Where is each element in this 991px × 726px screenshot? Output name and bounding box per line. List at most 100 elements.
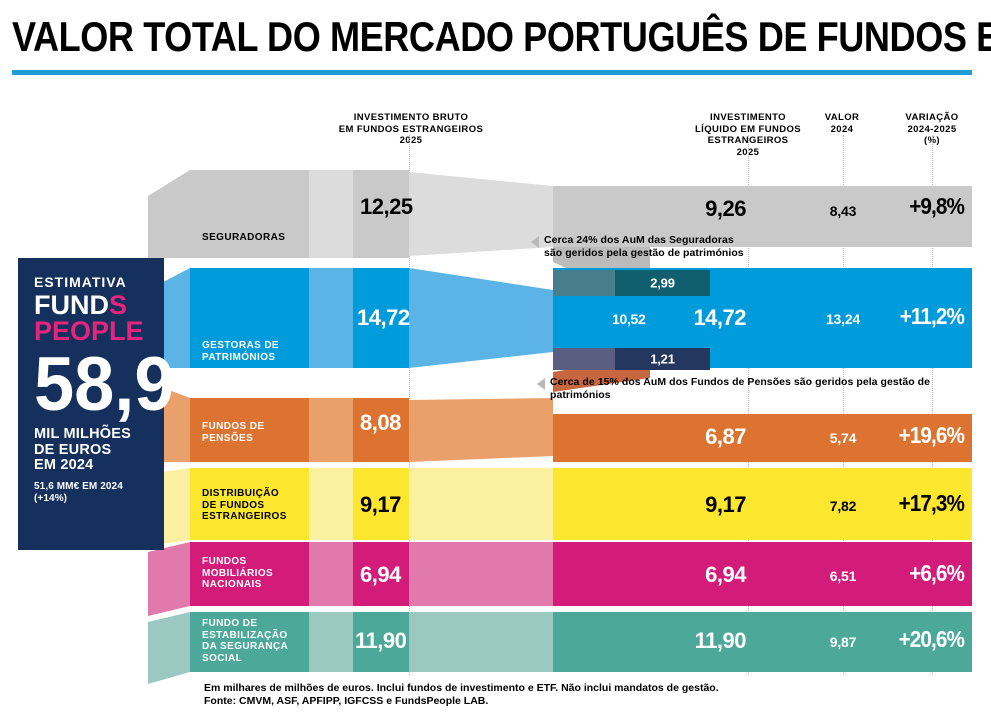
estimate-note-line: (+14%)	[34, 492, 68, 504]
estimate-unit: MIL MILHÕES DE EUROS EM 2024	[34, 426, 150, 474]
value-bruto-mobiliarios: 6,94	[360, 562, 401, 587]
column-header-investimento-liquido: INVESTIMENTO LÍQUIDO EM FUNDOS ESTRANGEI…	[678, 112, 818, 158]
bar-segment-value	[353, 268, 409, 368]
guide-line-variacao	[932, 135, 933, 675]
page-title-main: VALOR TOTAL DO MERCADO PORTUGUÊS DE FUND…	[12, 13, 991, 60]
row-label-line: FUNDOS	[202, 556, 247, 567]
guide-line-valor	[843, 135, 844, 675]
row-label-line: DA SEGURANÇA	[202, 641, 289, 652]
bar-segment-left	[190, 268, 309, 368]
bar-segment-gap	[309, 612, 353, 672]
value-liquido-pensoes: 6,87	[705, 424, 746, 449]
annotation-arrow-icon	[531, 236, 539, 248]
row-label-line: PENSÕES	[202, 432, 254, 444]
annotation-line: são geridos pela gestão de patrimónios	[544, 247, 744, 259]
table-row	[0, 398, 991, 462]
value-bruto-gestoras: 14,72	[357, 305, 410, 330]
footer-line: Fonte: CMVM, ASF, APFIPP, IGFCSS e Funds…	[204, 695, 489, 707]
estimate-kicker: ESTIMATIVA	[34, 274, 127, 290]
value-bruto-distribuicao: 9,17	[360, 492, 401, 517]
value-2024-gestoras: 13,24	[825, 311, 861, 327]
value-bruto-pensoes: 8,08	[360, 410, 401, 435]
brand-people: PEOPLE	[34, 316, 144, 346]
bar-segment-mid	[409, 468, 553, 540]
bar-segment-gap	[309, 398, 353, 462]
value-variacao-estabilizacao: +20,6%	[898, 626, 965, 652]
brand-funds-s: S	[109, 290, 128, 320]
guide-line-liquido	[748, 135, 749, 675]
value-liquido-mobiliarios: 6,94	[705, 562, 746, 587]
bar-segment-value	[353, 468, 409, 540]
column-header-line: 2025	[399, 135, 423, 146]
annotation-pensoes: Cerca de 15% dos AuM dos Fundos de Pensõ…	[537, 376, 970, 402]
row-label-distribuicao: DISTRIBUIÇÃO DE FUNDOS ESTRANGEIROS	[202, 488, 287, 523]
value-liquido-distribuicao: 9,17	[705, 492, 746, 517]
bar-segment-right	[553, 612, 972, 672]
row-label-line: SOCIAL	[202, 652, 243, 664]
row-label-line: PATRIMÓNIOS	[202, 351, 276, 363]
value-variacao-gestoras: +11,2%	[899, 303, 965, 329]
bar-segment-value	[353, 170, 409, 258]
estimate-unit-line: EM 2024	[34, 457, 94, 473]
subbar-taper	[553, 348, 615, 370]
page-title: VALOR TOTAL DO MERCADO PORTUGUÊS DE FUND…	[12, 14, 991, 62]
row-label-gestoras: GESTORAS DE PATRIMÓNIOS	[202, 340, 279, 363]
bar-segment-right	[553, 542, 972, 606]
annotation-line: Cerca de 15% dos AuM dos Fundos de Pensõ…	[550, 376, 930, 388]
column-header-line: 2024-2025	[907, 123, 957, 135]
table-row	[0, 468, 991, 540]
bar-segment-right	[553, 414, 972, 462]
footer-notes: Em milhares de milhões de euros. Inclui …	[204, 682, 904, 708]
bar-segment-left	[190, 542, 309, 606]
value-variacao-seguradoras: +9,8%	[909, 193, 965, 219]
subbar-value-mid: 10,52	[612, 311, 646, 327]
bar-segment-gap	[309, 268, 353, 368]
column-header-line: INVESTIMENTO	[710, 112, 786, 123]
subbar-body	[615, 348, 710, 370]
row-label-line: NACIONAIS	[202, 579, 262, 590]
bar-segment-left	[190, 398, 309, 462]
row-label-seguradoras: SEGURADORAS	[202, 232, 285, 244]
row-label-line: ESTRANGEIROS	[202, 511, 287, 522]
bar-segment-value	[353, 542, 409, 606]
subbar-value-teal: 2,99	[650, 275, 675, 291]
column-header-valor-2024: VALOR 2024	[796, 112, 888, 135]
row-label-line: DISTRIBUIÇÃO	[202, 488, 280, 499]
value-variacao-distribuicao: +17,3%	[898, 490, 965, 516]
brand-funds-text: FUND	[34, 290, 109, 320]
value-bruto-seguradoras: 12,25	[360, 194, 413, 219]
column-header-line: VALOR	[824, 112, 860, 123]
column-header-line: ESTRANGEIROS	[707, 135, 789, 146]
bar-segment-gap	[309, 170, 353, 258]
column-header-line: LÍQUIDO EM FUNDOS	[694, 123, 802, 135]
row-label-line: FUNDOS DE	[202, 421, 265, 432]
value-2024-distribuicao: 7,82	[829, 498, 857, 514]
table-row	[0, 542, 991, 606]
row-label-estabilizacao: FUNDO DE ESTABILIZAÇÃO DA SEGURANÇA SOCI…	[202, 618, 288, 664]
bar-segment-left	[190, 612, 309, 672]
bar-segment-gap	[309, 542, 353, 606]
bar-segment-mid	[409, 612, 553, 672]
annotation-arrow-icon	[537, 378, 545, 390]
subbar-taper	[553, 270, 615, 296]
row-label-line: GESTORAS DE	[202, 340, 280, 351]
annotation-seguradoras: Cerca 24% dos AuM das Seguradoras são ge…	[531, 234, 844, 260]
estimate-note-line: 51,6 MM€ EM 2024	[34, 480, 123, 492]
bar-segment-left	[190, 170, 309, 258]
subbar-pensoes-flow: 1,21	[553, 348, 710, 370]
estimate-note: 51,6 MM€ EM 2024 (+14%)	[34, 481, 150, 505]
table-row	[0, 268, 991, 368]
bar-segment-value	[353, 612, 409, 672]
column-header-line: VARIAÇÃO	[905, 112, 959, 123]
value-bruto-estabilizacao: 11,90	[355, 628, 407, 653]
row-label-line: DE FUNDOS	[202, 499, 265, 511]
value-liquido-gestoras: 14,72	[693, 305, 746, 330]
subbar-value-navy: 1,21	[650, 351, 675, 367]
row-label-line: FUNDO DE	[202, 618, 258, 629]
value-2024-estabilizacao: 9,87	[829, 634, 857, 650]
value-liquido-seguradoras: 9,26	[705, 196, 746, 221]
brand-funds: FUNDS	[34, 290, 150, 320]
value-variacao-mobiliarios: +6,6%	[909, 560, 965, 586]
bar-segment-mid	[409, 542, 553, 606]
